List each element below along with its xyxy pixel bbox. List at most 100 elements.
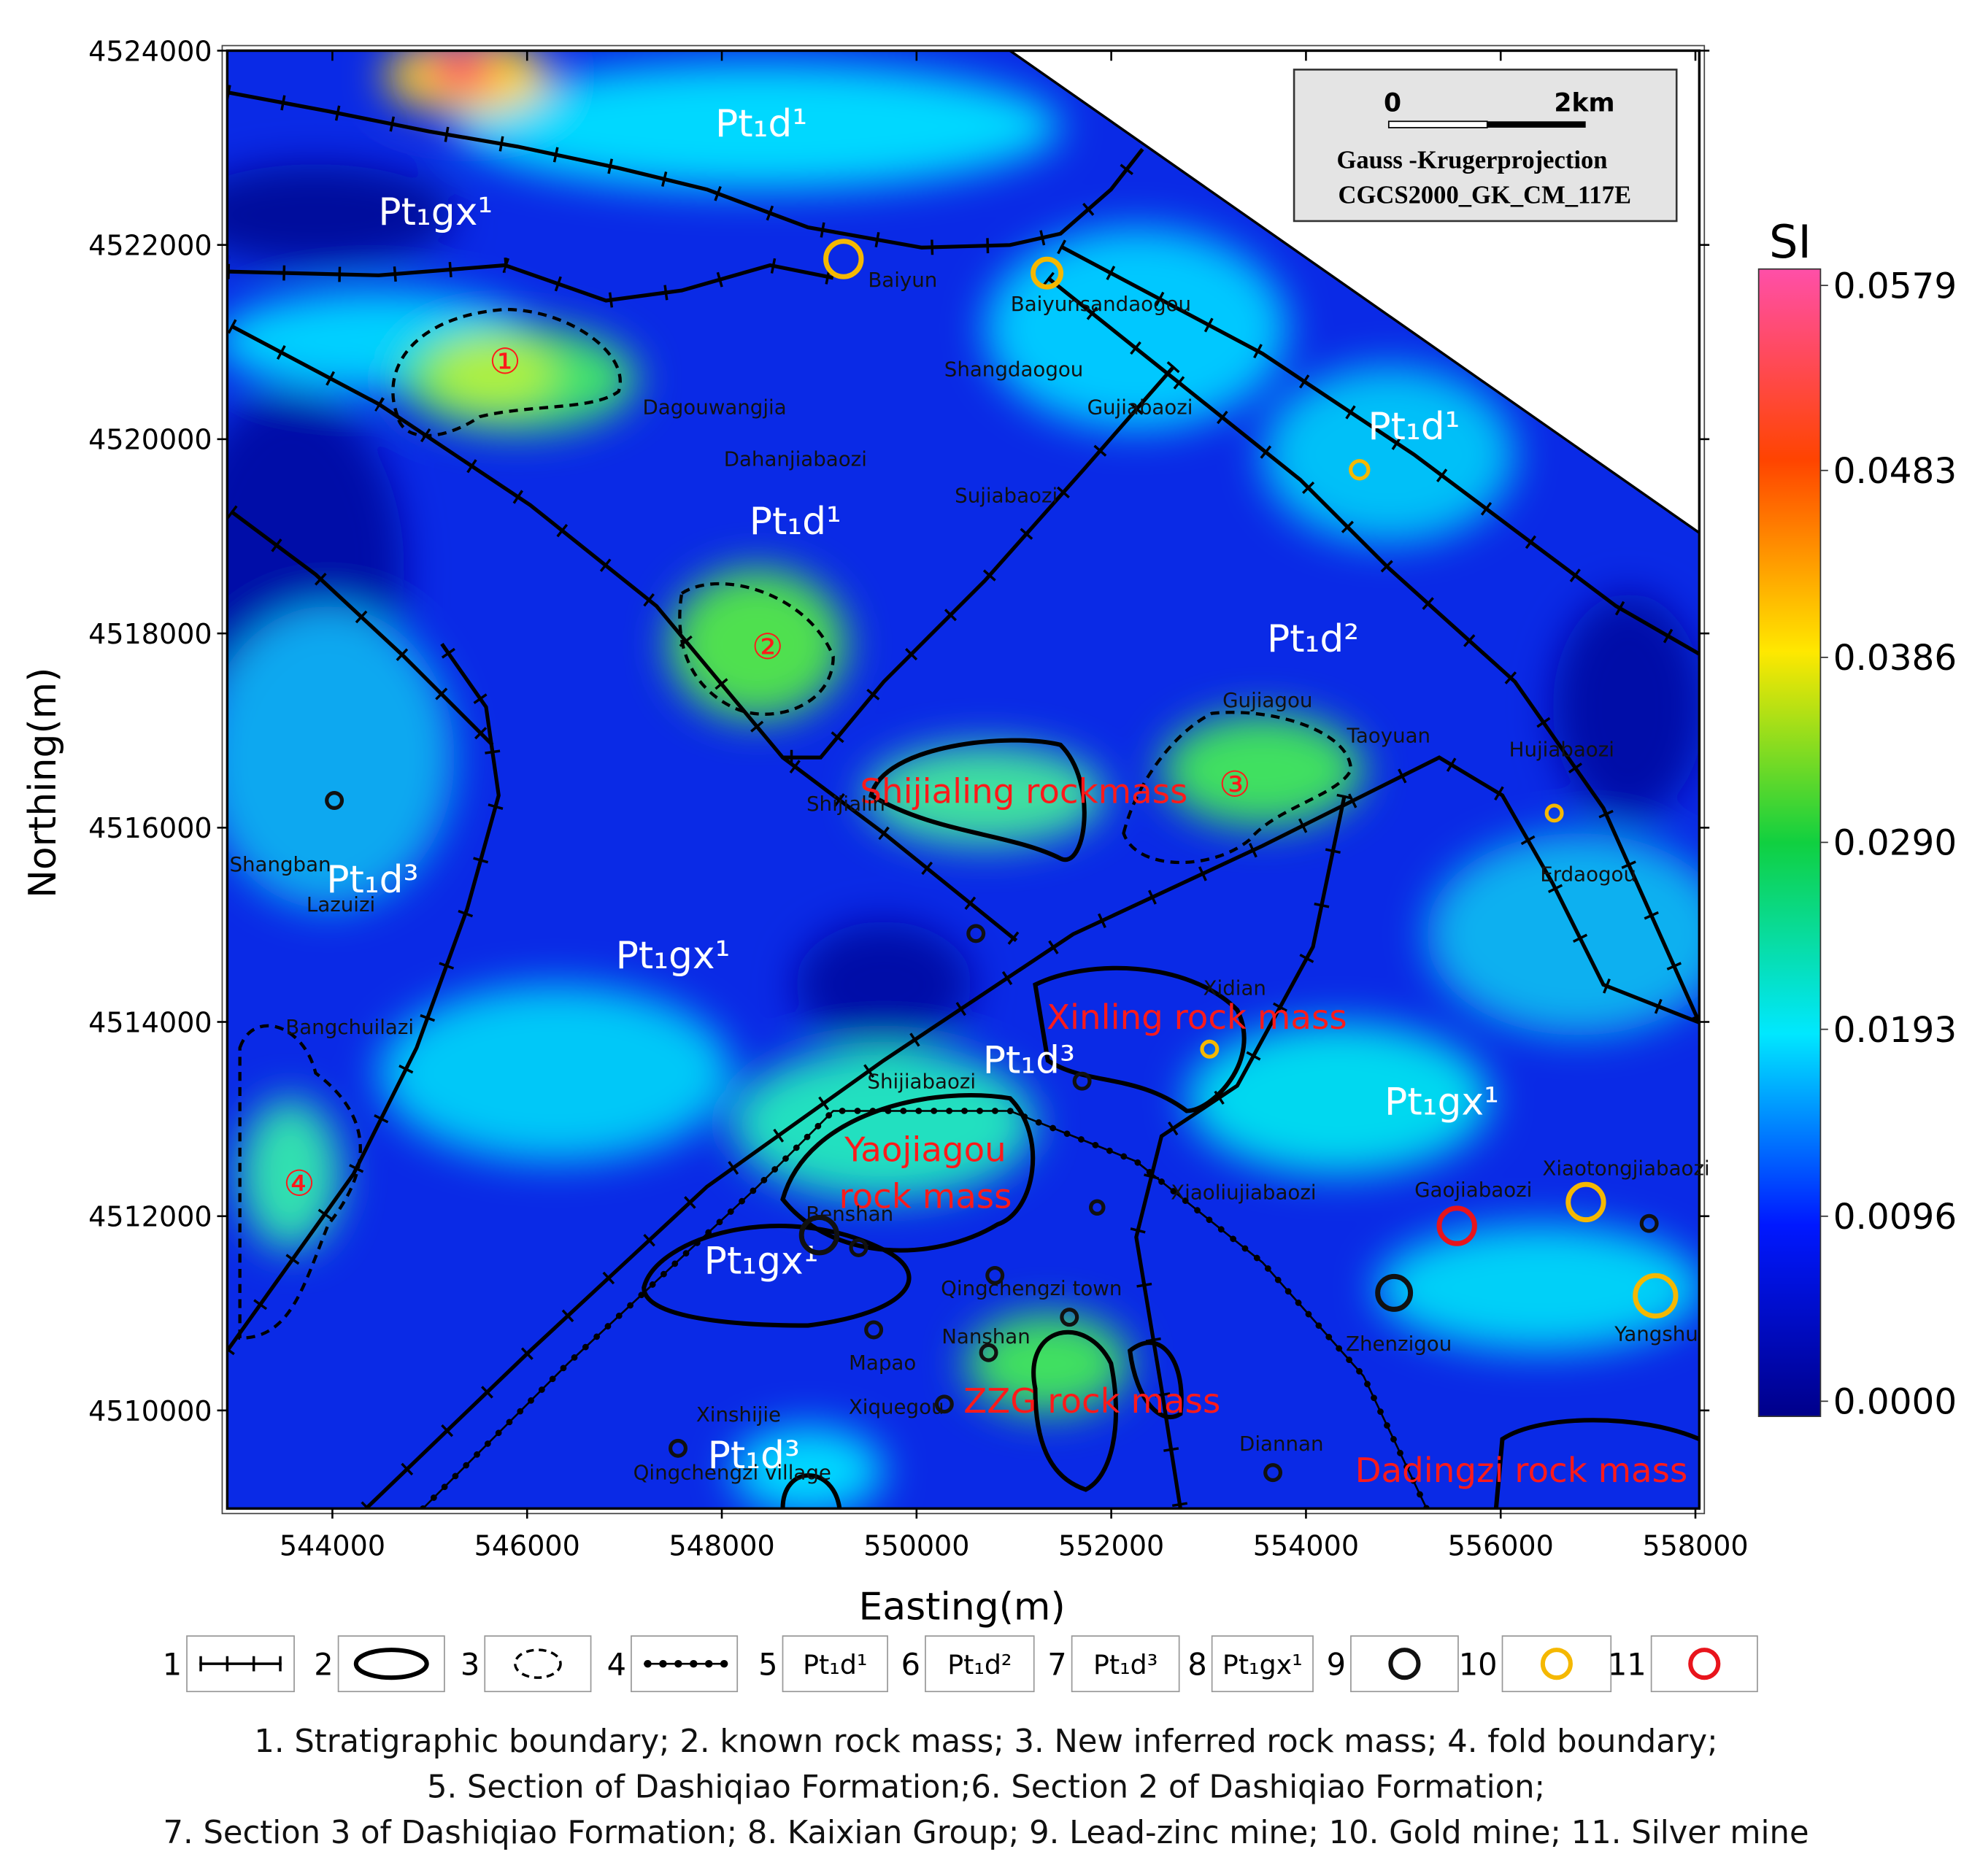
outer-frame <box>221 45 1706 1515</box>
legend-number: 8 <box>1187 1647 1206 1683</box>
scale-bar-white <box>1387 120 1488 128</box>
place-name: Lazuizi <box>307 892 375 916</box>
mine <box>798 1215 840 1256</box>
legend-number: 7 <box>1047 1647 1066 1683</box>
x-tick-label: 558000 <box>1642 1529 1748 1562</box>
place-name: Benshan <box>806 1202 893 1226</box>
y-tick-label: 4522000 <box>88 229 212 261</box>
rock-mass-label: Dadingzi rock mass <box>1355 1451 1688 1491</box>
legend-label: Pt₁d¹ <box>803 1649 867 1680</box>
x-tick-label: 544000 <box>280 1529 385 1562</box>
scale-box-bg <box>1293 69 1678 223</box>
colorbar-tick-label: 0.0290 <box>1833 823 1957 864</box>
place-name: Gujiagou <box>1222 688 1312 712</box>
crs: CGCS2000_GK_CM_117E <box>1339 182 1632 209</box>
place-name: Baiyunsandaogou <box>1011 292 1191 316</box>
y-tick-label: 4512000 <box>88 1201 212 1233</box>
caption-line: 5. Section of Dashiqiao Formation;6. Sec… <box>427 1769 1545 1806</box>
anomaly-number: ② <box>752 627 783 668</box>
mine <box>966 924 986 943</box>
place-name: Shijiabaozi <box>867 1069 976 1093</box>
place-name: Sujiabaozi <box>955 484 1058 508</box>
place-name: Qingchengzi village <box>633 1461 831 1485</box>
rock-mass-label: Yaojiagou <box>844 1131 1006 1170</box>
y-tick-label: 4516000 <box>88 812 212 844</box>
legend: 1 2 3 4 5 Pt₁d¹ 6 Pt₁d² 7 Pt₁d³ 8 Pt₁gx¹ 9 10 11 <box>163 1635 1758 1693</box>
scale-box: 0 2km Gauss -Krugerprojection CGCS2000_G… <box>1293 69 1678 223</box>
place-name: Dahanjiabaozi <box>724 447 867 471</box>
legend-box <box>1350 1635 1459 1693</box>
mine <box>1639 1213 1659 1233</box>
formation-label: Pt₁d³ <box>708 1434 800 1478</box>
place-name: Shangban <box>229 852 331 876</box>
mine <box>1072 1071 1092 1091</box>
formation-label: Pt₁d¹ <box>1368 405 1460 449</box>
x-tick-label: 554000 <box>1253 1529 1359 1562</box>
x-tick-label: 546000 <box>474 1529 580 1562</box>
legend-box <box>484 1635 592 1693</box>
anomaly-number: ④ <box>283 1163 315 1204</box>
formation-label: Pt₁d¹ <box>750 500 841 544</box>
data-edge <box>1009 50 1701 534</box>
place-name: Zhenzigou <box>1346 1332 1452 1356</box>
plot-frame <box>226 49 1701 1510</box>
known-rock-masses <box>642 738 1700 1509</box>
place-name: Xiaoliujiabaozi <box>1171 1181 1316 1205</box>
caption-line: 1. Stratigraphic boundary; 2. known rock… <box>254 1723 1717 1760</box>
fold-boundary <box>420 1108 1430 1509</box>
mine <box>1031 256 1064 290</box>
y-tick-label: 4514000 <box>88 1006 212 1038</box>
y-tick-label: 4524000 <box>88 35 212 67</box>
projection: Gauss -Krugerprojection <box>1336 146 1607 174</box>
legend-box <box>925 1635 1035 1693</box>
legend-box <box>782 1635 888 1693</box>
place-name: Xidian <box>1203 976 1266 1000</box>
legend-number: 5 <box>758 1647 777 1683</box>
x-tick-label: 556000 <box>1448 1529 1554 1562</box>
formation-label: Pt₁gx¹ <box>378 190 493 234</box>
caption-line: 7. Section 3 of Dashiqiao Formation; 8. … <box>163 1815 1809 1851</box>
geology-lines <box>227 93 1700 1509</box>
mine <box>1633 1273 1679 1319</box>
mine <box>934 1394 954 1414</box>
place-name: Xiaotongjiabaozi <box>1542 1157 1709 1181</box>
colorbar-tick-label: 0.0483 <box>1833 451 1957 492</box>
legend-number: 4 <box>607 1647 626 1683</box>
x-tick-label: 552000 <box>1058 1529 1164 1562</box>
mine <box>1089 1199 1106 1216</box>
legend-symbol <box>514 1648 562 1679</box>
y-tick-label: 4510000 <box>88 1395 212 1427</box>
legend-box <box>1071 1635 1180 1693</box>
formation-label: Pt₁d² <box>1267 617 1359 661</box>
mine <box>1060 1308 1079 1327</box>
scale-bar-black <box>1487 121 1586 128</box>
place-name: Taoyuan <box>1347 723 1431 747</box>
mine <box>985 1265 1005 1285</box>
place-name: Erdaogou <box>1540 862 1636 887</box>
place-name: Xiquegou <box>849 1395 944 1419</box>
legend-number: 11 <box>1608 1647 1646 1683</box>
mine <box>864 1320 884 1340</box>
legend-label: Pt₁d³ <box>1093 1649 1158 1680</box>
y-tick-label: 4518000 <box>88 618 212 650</box>
place-name: Dagouwangjia <box>642 395 786 420</box>
place-name: Gaojiabaozi <box>1414 1178 1532 1202</box>
rock-mass-label: Shijialing rockmass <box>860 772 1187 811</box>
rock-mass-label: ZZG rock mass <box>963 1382 1220 1421</box>
legend-number: 1 <box>163 1647 182 1683</box>
scale-start: 0 <box>1384 88 1401 117</box>
place-name: Shijialin <box>806 792 885 816</box>
mine <box>979 1343 998 1362</box>
formation-label: Pt₁gx¹ <box>1384 1081 1499 1124</box>
legend-number: 9 <box>1327 1647 1346 1683</box>
formation-label: Pt₁gx¹ <box>616 934 731 978</box>
inferred-rock-masses <box>238 307 1353 1340</box>
legend-symbol <box>353 1648 429 1680</box>
legend-box <box>1501 1635 1612 1693</box>
place-name: Shangdaogou <box>944 358 1084 382</box>
formation-label: Pt₁d¹ <box>715 102 807 146</box>
legend-box <box>1650 1635 1758 1693</box>
mine <box>1436 1205 1477 1246</box>
